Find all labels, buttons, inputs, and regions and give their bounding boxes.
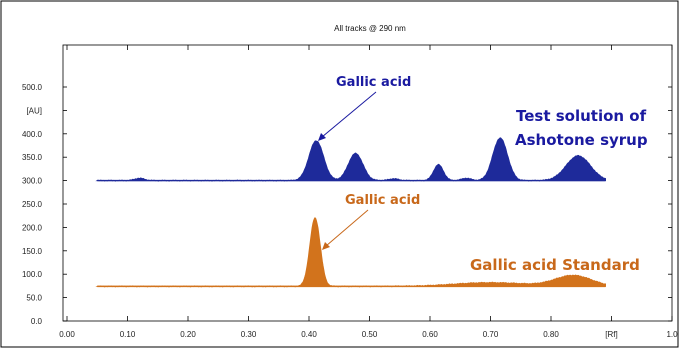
x-tick-label: 0.30 xyxy=(241,330,257,339)
y-axis: 0.0 50.0 100.0 150.0 200.0 250.0 300.0 350.0 400… xyxy=(22,83,672,326)
y-tick-label: 50.0 xyxy=(26,294,42,303)
y-tick-label: 100.0 xyxy=(22,270,43,279)
y-tick-label: 300.0 xyxy=(22,177,43,186)
annotation-gallic-acid-standard: Gallic acid xyxy=(345,193,420,208)
annotation-standard-name: Gallic acid Standard xyxy=(470,256,640,274)
annotation-arrow-standard xyxy=(325,209,369,247)
annotation-arrowhead-standard xyxy=(322,242,330,250)
x-tick-label: 0.80 xyxy=(543,330,559,339)
x-tick-label: 0.60 xyxy=(422,330,438,339)
y-tick-label: 500.0 xyxy=(22,83,43,92)
trace-area-standard xyxy=(95,216,606,288)
x-tick-label: 0.70 xyxy=(483,330,499,339)
plot-frame xyxy=(62,44,673,322)
x-tick-label: [Rf] xyxy=(605,330,617,339)
y-tick-label: 400.0 xyxy=(22,130,43,139)
y-tick-label: [AU] xyxy=(26,106,42,115)
annotation-test-solution-line2: Ashotone syrup xyxy=(515,131,648,149)
y-tick-label: 0.0 xyxy=(31,317,43,326)
x-tick-label: 1.0 xyxy=(666,330,678,339)
y-tick-label: 250.0 xyxy=(22,200,43,209)
x-tick-label: 0.20 xyxy=(180,330,196,339)
annotation-arrowhead-test xyxy=(318,133,326,141)
annotations: Gallic acid Test solution of Ashotone sy… xyxy=(318,75,648,274)
x-tick-label: 0.10 xyxy=(120,330,136,339)
traces xyxy=(95,137,606,288)
x-tick-label: 0.00 xyxy=(59,330,75,339)
x-axis: 0.00 0.10 0.20 0.30 0.40 0.50 0.60 0.70 0.80 [Rf]… xyxy=(59,45,678,339)
y-tick-label: 200.0 xyxy=(22,223,43,232)
x-tick-label: 0.50 xyxy=(362,330,378,339)
y-tick-label: 150.0 xyxy=(22,247,43,256)
annotation-arrow-test xyxy=(321,91,377,138)
annotation-gallic-acid-test: Gallic acid xyxy=(336,75,411,90)
y-tick-label: 350.0 xyxy=(22,153,43,162)
chart-title: All tracks @ 290 nm xyxy=(334,24,406,33)
annotation-test-solution-line1: Test solution of xyxy=(516,107,647,125)
x-tick-label: 0.40 xyxy=(301,330,317,339)
